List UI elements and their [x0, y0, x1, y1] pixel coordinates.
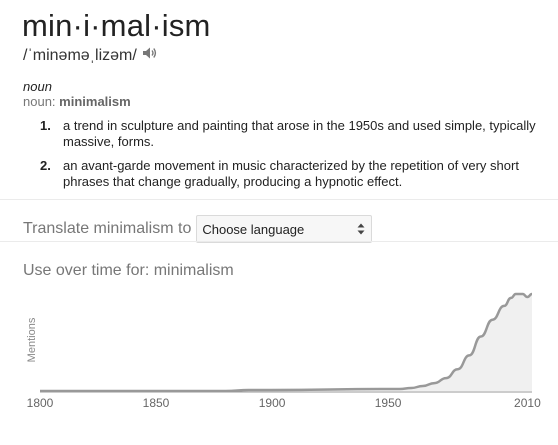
- translate-row: Translate minimalism to Choose language: [23, 215, 373, 243]
- part-of-speech: noun: [23, 79, 52, 94]
- pos-word: minimalism: [59, 94, 131, 109]
- definition-list: 1. a trend in sculpture and painting tha…: [40, 118, 540, 198]
- part-of-speech-line: noun: minimalism: [23, 94, 131, 109]
- speaker-icon[interactable]: [142, 46, 158, 65]
- x-tick-label: 2010: [514, 396, 541, 410]
- definition-number: 1.: [40, 118, 51, 133]
- usage-title: Use over time for: minimalism: [23, 262, 234, 279]
- pos-prefix: noun:: [23, 94, 60, 109]
- x-tick-label: 1900: [259, 396, 286, 410]
- headword: min·i·mal·ism: [22, 8, 211, 43]
- x-tick-label: 1800: [27, 396, 54, 410]
- up-down-arrows-icon: [357, 222, 365, 239]
- pronunciation: /ˈminəməˌlizəm/: [23, 46, 137, 64]
- language-select[interactable]: Choose language: [196, 215, 373, 243]
- x-tick-label: 1950: [375, 396, 402, 410]
- divider: [0, 199, 558, 200]
- usage-area: [40, 294, 532, 391]
- divider: [0, 241, 558, 242]
- definition-item: 2. an avant-garde movement in music char…: [40, 158, 540, 190]
- pronunciation-row: /ˈminəməˌlizəm/: [23, 46, 158, 65]
- definition-number: 2.: [40, 158, 51, 173]
- usage-chart: Mentions 1800 1850 1900 1950 2010: [26, 292, 541, 410]
- language-select-value: Choose language: [202, 221, 305, 237]
- x-tick-label: 1850: [143, 396, 170, 410]
- definition-item: 1. a trend in sculpture and painting tha…: [40, 118, 540, 150]
- definition-text: a trend in sculpture and painting that a…: [63, 118, 536, 149]
- y-axis-label: Mentions: [26, 317, 38, 362]
- definition-text: an avant-garde movement in music charact…: [63, 158, 519, 189]
- usage-line: [39, 292, 533, 393]
- translate-label: Translate minimalism to: [23, 220, 192, 237]
